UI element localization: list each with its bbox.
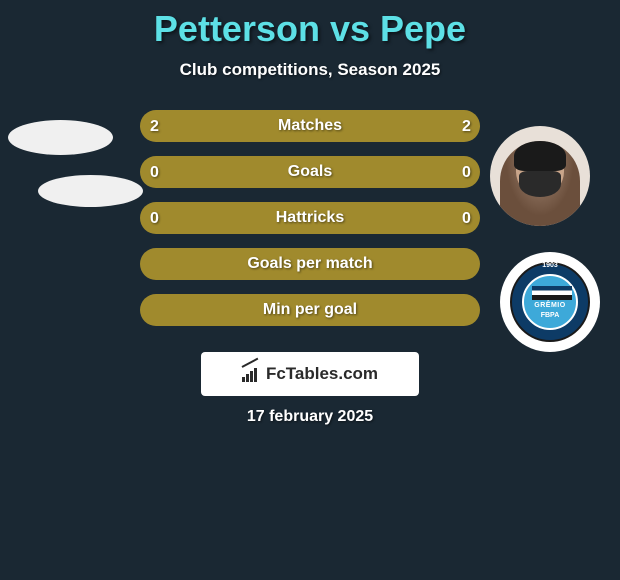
- stat-value-left: 2: [150, 118, 159, 136]
- date-text: 17 february 2025: [0, 408, 620, 426]
- stat-row-goals: 0 Goals 0: [0, 156, 620, 190]
- fctables-attribution: FcTables.com: [201, 352, 419, 396]
- page-subtitle: Club competitions, Season 2025: [0, 60, 620, 80]
- stat-value-left: 0: [150, 164, 159, 182]
- page-title: Petterson vs Pepe: [0, 0, 620, 50]
- stat-row-matches: 2 Matches 2: [0, 110, 620, 144]
- stats-container: 2 Matches 2 0 Goals 0 0 Hattricks 0 Goal…: [0, 110, 620, 328]
- stat-bar: Matches: [140, 110, 480, 142]
- stat-row-hattricks: 0 Hattricks 0: [0, 202, 620, 236]
- stat-label: Min per goal: [263, 301, 357, 319]
- stat-value-left: 0: [150, 210, 159, 228]
- stat-label: Goals: [288, 163, 332, 181]
- stat-row-min-per-goal: Min per goal: [0, 294, 620, 328]
- stat-bar: Min per goal: [140, 294, 480, 326]
- stat-row-goals-per-match: Goals per match: [0, 248, 620, 282]
- stat-bar: Hattricks: [140, 202, 480, 234]
- stat-label: Hattricks: [276, 209, 344, 227]
- stat-label: Matches: [278, 117, 342, 135]
- fctables-text: FcTables.com: [266, 364, 378, 384]
- stat-value-right: 0: [462, 164, 471, 182]
- stat-value-right: 2: [462, 118, 471, 136]
- stat-bar: Goals: [140, 156, 480, 188]
- stat-label: Goals per match: [247, 255, 372, 273]
- fctables-chart-icon: [242, 366, 262, 382]
- stat-value-right: 0: [462, 210, 471, 228]
- stat-bar: Goals per match: [140, 248, 480, 280]
